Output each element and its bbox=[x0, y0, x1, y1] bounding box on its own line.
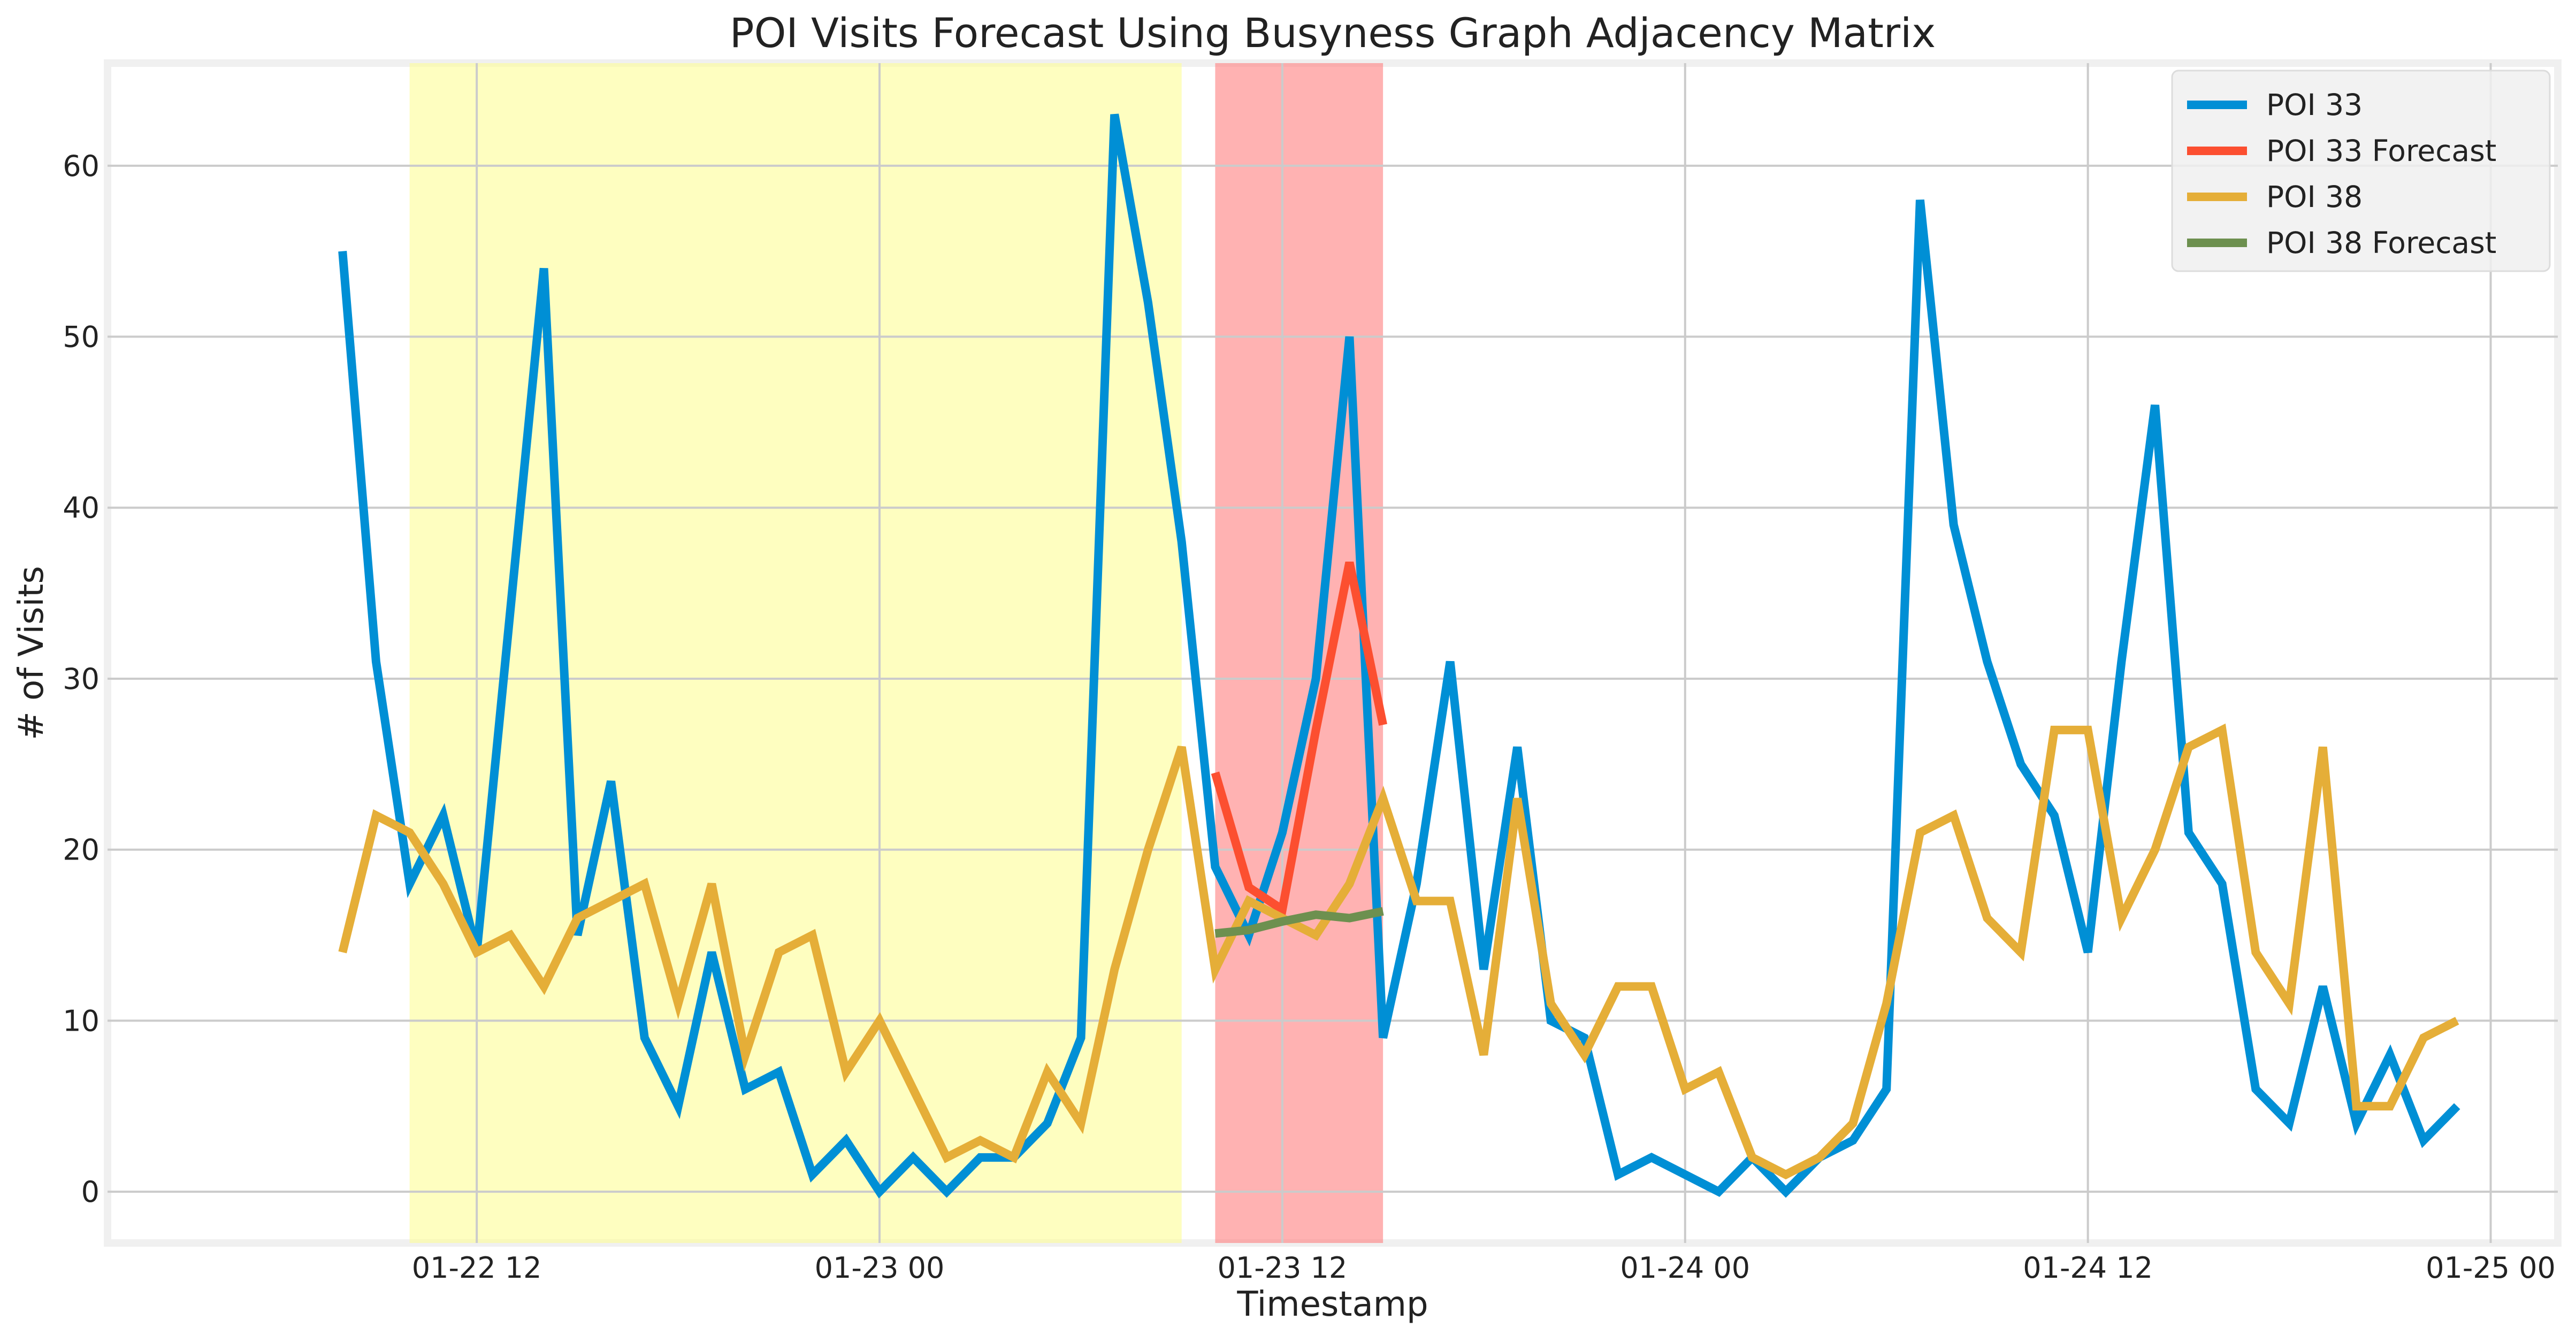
legend-box bbox=[2171, 70, 2551, 272]
shaded-regions bbox=[409, 63, 1383, 1243]
x-tick-label: 01-24 00 bbox=[1620, 1251, 1750, 1285]
series-line-poi-38-forecast bbox=[1214, 907, 1384, 938]
y-tick-label: 60 bbox=[63, 149, 100, 183]
legend: POI 33 POI 33 Forecast POI 38 POI 38 Foreca… bbox=[2171, 70, 2551, 272]
series-line-poi-33-forecast bbox=[1211, 561, 1387, 917]
y-tick-label: 50 bbox=[63, 320, 100, 354]
x-tick-label: 01-23 00 bbox=[815, 1251, 945, 1285]
grid bbox=[108, 63, 2558, 1243]
y-axis-label: # of Visits bbox=[12, 566, 51, 740]
x-axis-label: Timestamp bbox=[1236, 1285, 1428, 1324]
x-tick-label: 01-25 00 bbox=[2426, 1251, 2556, 1285]
tick-labels: 0 10 20 30 40 50 60 01-22 12 01-23 00 01-23 12 01-… bbox=[63, 149, 2556, 1285]
x-tick-label: 01-24 12 bbox=[2023, 1251, 2153, 1285]
legend-label-poi-38-forecast: POI 38 Forecast bbox=[2266, 226, 2496, 260]
y-tick-label: 30 bbox=[63, 662, 100, 696]
chart-title: POI Visits Forecast Using Busyness Graph… bbox=[730, 9, 1936, 57]
shaded-region-2 bbox=[1215, 63, 1383, 1243]
y-tick-label: 40 bbox=[63, 491, 100, 525]
y-tick-label: 0 bbox=[81, 1175, 100, 1209]
series-line-poi-38 bbox=[338, 723, 2459, 1180]
y-tick-label: 10 bbox=[63, 1004, 100, 1038]
legend-label-poi-38: POI 38 bbox=[2266, 180, 2363, 214]
legend-label-poi-33-forecast: POI 33 Forecast bbox=[2266, 134, 2496, 168]
y-tick-label: 20 bbox=[63, 833, 100, 867]
x-tick-label: 01-23 12 bbox=[1217, 1251, 1347, 1285]
x-tick-label: 01-22 12 bbox=[412, 1251, 542, 1285]
series-lines bbox=[338, 113, 2460, 1199]
shaded-region-1 bbox=[409, 63, 1182, 1243]
legend-label-poi-33: POI 33 bbox=[2266, 88, 2363, 122]
